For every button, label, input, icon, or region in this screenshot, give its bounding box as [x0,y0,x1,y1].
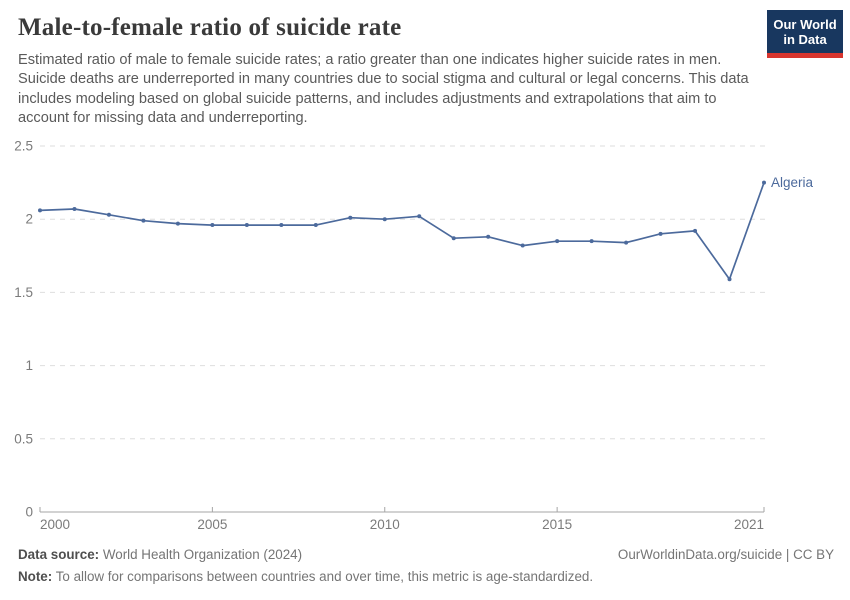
note-label: Note: [18,569,53,584]
y-tick-label: 0 [25,505,33,520]
x-tick-label: 2015 [542,517,572,532]
y-tick-label: 0.5 [14,431,33,446]
data-point [520,243,525,248]
x-tick-label: 2010 [370,517,400,532]
chart-subtitle: Estimated ratio of male to female suicid… [18,52,749,127]
data-point [72,206,77,211]
data-point [693,228,698,233]
logo-red-stripe [767,53,843,58]
y-tick-label: 1 [25,358,33,373]
data-point [38,208,42,213]
data-point [451,236,456,241]
data-point [555,239,560,244]
data-point [658,231,663,236]
data-point [382,217,387,222]
logo-text: Our World in Data [767,10,843,53]
series-line [39,182,765,281]
entity-label: Algeria [771,175,814,190]
x-tick-label: 2005 [197,517,227,532]
chart-footer: Data source: World Health Organization (… [18,547,834,584]
citation-link[interactable]: OurWorldinData.org/suicide | CC BY [617,547,834,562]
y-tick-label: 2.5 [14,139,33,154]
data-point [141,218,146,223]
data-point [244,223,249,228]
logo-line-2: in Data [783,32,827,47]
data-point [106,212,111,217]
data-point [279,223,284,228]
y-tick-label: 1.5 [14,285,33,300]
line-chart: 0 0.5 1 1.5 2 2.5 2000 2005 2010 2015 2021 Algeria [14,139,814,533]
data-point [486,234,491,239]
y-tick-label: 2 [25,212,33,227]
data-point [624,240,629,245]
owid-chart-page: Male-to-female ratio of suicide rate Est… [0,0,850,584]
data-point [313,223,318,228]
logo-line-1: Our World [773,17,837,32]
x-tick-label: 2021 [734,517,764,532]
data-point [210,223,215,228]
data-source-value: World Health Organization (2024) [102,547,303,562]
data-point [348,215,353,220]
our-world-in-data-logo[interactable]: Our World in Data [767,10,843,58]
data-point [589,239,594,244]
x-tick-label: 2000 [40,517,70,532]
note-value: To allow for comparisons between countri… [55,569,594,584]
chart-header: Male-to-female ratio of suicide rate Est… [0,0,850,129]
data-point [417,214,422,219]
data-point [762,180,766,185]
data-point [727,277,732,282]
data-source: Data source: World Health Organization (… [18,547,302,562]
data-source-label: Data source: [18,547,100,562]
footer-note-row: Note: To allow for comparisons between c… [18,569,834,584]
footer-source-row: Data source: World Health Organization (… [18,547,834,562]
page-title: Male-to-female ratio of suicide rate [18,14,402,41]
data-point [175,221,180,226]
